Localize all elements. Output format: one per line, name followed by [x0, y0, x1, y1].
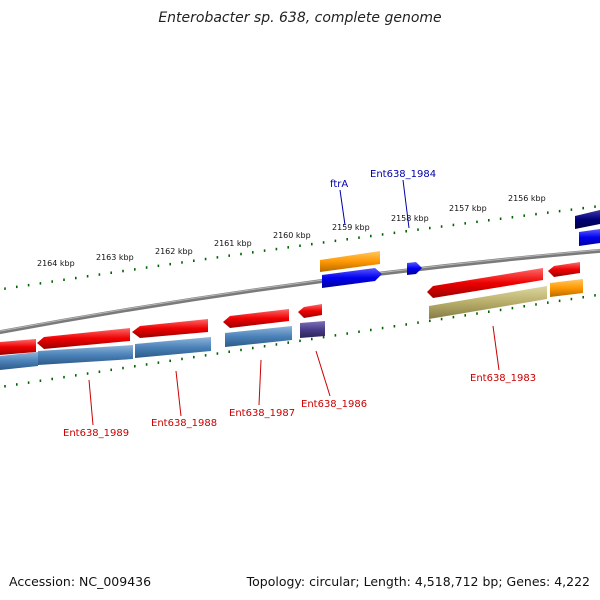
label-leaders	[88, 179, 500, 426]
feature-steel-1988[interactable]	[135, 337, 211, 358]
scale-label-2160: 2160 kbp	[273, 231, 311, 240]
scale-label-2157: 2157 kbp	[449, 204, 487, 213]
scale-label-2156: 2156 kbp	[508, 194, 546, 203]
genome-summary-text: Topology: circular; Length: 4,518,712 bp…	[246, 574, 590, 589]
feature-steel-1987[interactable]	[225, 326, 292, 347]
feature-steel-left-edge[interactable]	[0, 352, 38, 370]
scale-labels: 2164 kbp 2163 kbp 2162 kbp 2161 kbp 2160…	[37, 194, 546, 268]
feature-orange-right[interactable]	[550, 279, 583, 297]
feature-olive-1983[interactable]	[429, 286, 547, 319]
leader-1983	[492, 325, 500, 371]
feature-red-1989[interactable]	[37, 328, 130, 349]
map-title: Enterobacter sp. 638, complete genome	[158, 10, 442, 26]
gene-label-ent1983[interactable]: Ent638_1983	[470, 373, 536, 384]
gene-label-ent1989[interactable]: Ent638_1989	[63, 428, 129, 439]
feature-blue-1984[interactable]	[407, 262, 422, 275]
feature-red-1986[interactable]	[298, 304, 322, 318]
feature-red-1983[interactable]	[427, 268, 543, 298]
gene-label-ftrA[interactable]: ftrA	[330, 179, 348, 190]
leader-1989	[88, 379, 94, 426]
leader-1988	[175, 370, 182, 417]
gene-labels: ftrA Ent638_1984 Ent638_1983 Ent638_1986…	[63, 169, 536, 439]
scale-label-2161: 2161 kbp	[214, 239, 252, 248]
leader-ftrA	[339, 189, 346, 226]
scale-label-2163: 2163 kbp	[96, 253, 134, 262]
reverse-strand-features	[0, 262, 583, 370]
feature-red-right-small[interactable]	[548, 262, 580, 277]
scale-label-2164: 2164 kbp	[37, 259, 75, 268]
scale-label-2158: 2158 kbp	[391, 214, 429, 223]
feature-steel-1989[interactable]	[38, 345, 133, 365]
leader-1987	[258, 359, 262, 406]
gene-label-ent1988[interactable]: Ent638_1988	[151, 418, 217, 429]
feature-blue-right[interactable]	[579, 229, 600, 246]
forward-strand-features	[320, 210, 600, 288]
feature-navy-right[interactable]	[575, 210, 600, 229]
lower-tick-ring	[4, 294, 596, 388]
feature-purple-1986[interactable]	[300, 321, 325, 338]
feature-red-1988[interactable]	[132, 319, 208, 338]
genome-backbone	[0, 248, 600, 335]
accession-text: Accession: NC_009436	[9, 574, 152, 589]
gene-label-ent1986[interactable]: Ent638_1986	[301, 399, 367, 410]
feature-red-1987[interactable]	[223, 309, 289, 328]
upper-tick-ring	[4, 205, 596, 290]
feature-orange-ftrA[interactable]	[320, 251, 380, 272]
feature-blue-ftrA[interactable]	[322, 268, 382, 288]
scale-label-2162: 2162 kbp	[155, 247, 193, 256]
leader-1984	[402, 179, 410, 229]
genome-backbone-highlight	[0, 249, 600, 332]
gene-label-ent1987[interactable]: Ent638_1987	[229, 408, 295, 419]
feature-red-left-edge[interactable]	[0, 339, 36, 355]
leader-1986	[315, 350, 331, 397]
scale-label-2159: 2159 kbp	[332, 223, 370, 232]
gene-label-ent1984[interactable]: Ent638_1984	[370, 169, 436, 180]
